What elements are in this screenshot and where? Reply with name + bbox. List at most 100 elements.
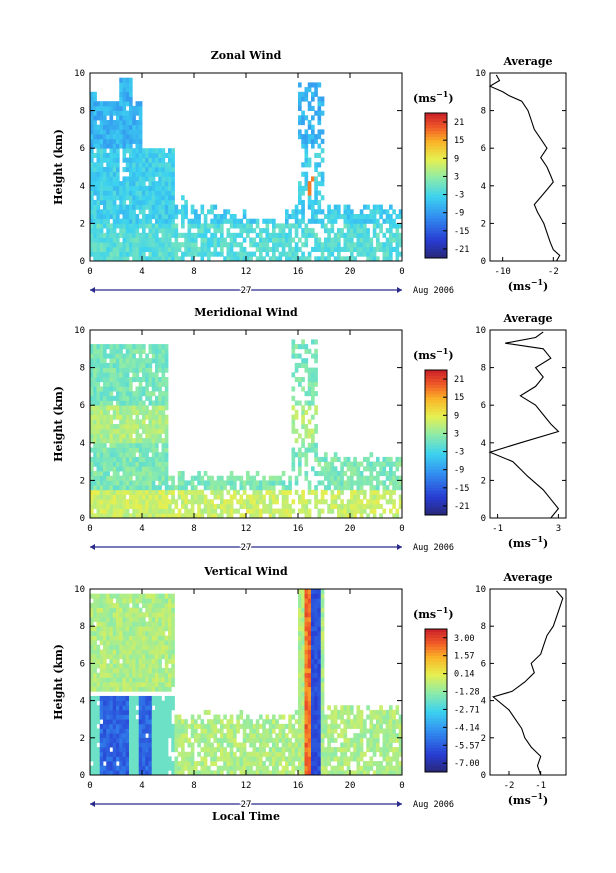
heatmap-cell [353,466,357,472]
heatmap-cell [311,751,315,757]
heatmap-cell [311,129,315,135]
heatmap-cell [304,461,309,467]
heatmap-cell [145,499,149,505]
heatmap-cell [164,391,169,397]
heatmap-cell [112,171,117,177]
heatmap-cell [132,138,136,144]
heatmap-cell [210,756,214,762]
heatmap-cell [259,251,263,257]
heatmap-cell [109,677,114,683]
heatmap-cell [255,770,260,776]
heatmap-cell [184,756,188,762]
heatmap-cell [317,765,322,771]
heatmap-cell [106,223,110,229]
heatmap-cell [99,640,104,646]
heatmap-cell [233,256,237,262]
heatmap-cell [122,658,127,664]
heatmap-cell [246,232,250,238]
heatmap-cell [90,251,94,257]
heatmap-cell [311,489,315,495]
heatmap-cell [265,232,270,238]
heatmap-cell [90,409,94,415]
heatmap-cell [132,419,136,425]
heatmap-cell [138,124,143,130]
heatmap-cell [333,218,338,224]
heatmap-cell [314,723,318,729]
heatmap-cell [210,733,214,739]
heatmap-cell [90,152,94,158]
heatmap-cell [96,181,101,187]
heatmap-cell [317,663,322,669]
heatmap-cell [138,747,143,753]
heatmap-cell [103,456,107,462]
heatmap-cell [125,185,130,191]
heatmap-cell [164,489,169,495]
heatmap-cell [249,770,253,776]
colorbar-segment [425,451,447,456]
heatmap-cell [93,737,97,743]
heatmap-cell [142,494,146,500]
heatmap-cell [103,695,107,701]
heatmap-cell [151,593,156,599]
heatmap-cell [145,424,149,430]
heatmap-cell [317,612,322,618]
heatmap-cell [151,251,156,257]
heatmap-cell [155,677,159,683]
heatmap-cell [116,635,120,641]
heatmap-cell [395,228,400,234]
heatmap-cell [389,251,393,257]
heatmap-cell [161,513,166,519]
heatmap-cell [138,381,143,387]
heatmap-cell [142,237,146,243]
heatmap-cell [116,513,120,519]
heatmap-cell [158,668,162,674]
heatmap-cell [281,485,286,491]
heatmap-cell [135,649,140,655]
heatmap-cell [90,199,94,205]
heatmap-cell [122,630,127,636]
heatmap-cell [155,714,159,720]
colorbar-segment [425,218,447,223]
heatmap-cell [327,242,331,248]
heatmap-cell [301,607,305,613]
heatmap-cell [174,204,179,210]
heatmap-cell [96,737,101,743]
heatmap-cell [145,148,149,154]
heatmap-cell [155,765,159,771]
heatmap-cell [272,751,276,757]
heatmap-cell [90,765,94,771]
heatmap-cell [122,471,127,477]
heatmap-cell [135,195,140,201]
heatmap-cell [125,503,130,509]
heatmap-cell [320,714,325,720]
heatmap-cell [90,419,94,425]
heatmap-cell [122,761,127,767]
heatmap-cell [125,138,130,144]
heatmap-cell [109,640,114,646]
heatmap-cell [164,171,169,177]
heatmap-cell [106,765,110,771]
heatmap-cell [103,508,107,514]
heatmap-cell [317,747,322,753]
heatmap-cell [109,761,114,767]
heatmap-cell [395,485,400,491]
heatmap-cell [145,658,149,664]
heatmap-cell [317,630,322,636]
heatmap-cell [220,508,224,514]
heatmap-cell [168,593,172,599]
heatmap-cell [106,400,110,406]
heatmap-cell [314,134,318,140]
heatmap-cell [298,663,302,669]
heatmap-cell [129,466,133,472]
heatmap-cell [203,251,208,257]
colorbar-segment [425,149,447,153]
heatmap-cell [135,405,140,411]
heatmap-cell [203,499,208,505]
heatmap-cell [106,138,110,144]
heatmap-cell [181,209,185,215]
heatmap-cell [158,485,162,491]
heatmap-cell [90,223,94,229]
heatmap-cell [112,649,117,655]
heatmap-cell [317,199,322,205]
heatmap-cell [129,677,133,683]
